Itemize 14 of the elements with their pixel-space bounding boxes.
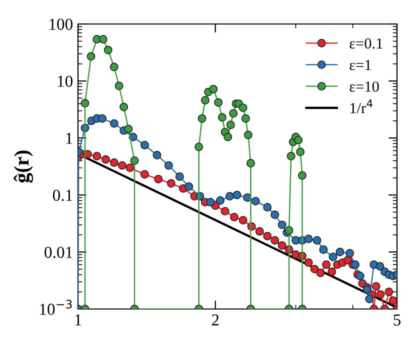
y-tick-label: 10$^{−3}$ bbox=[40, 300, 72, 315]
x-tick-label: 1 bbox=[75, 314, 82, 326]
y-tick-label: 100 bbox=[50, 18, 73, 30]
y-tick-label: 0.1 bbox=[52, 190, 72, 202]
legend-label: ε=1 bbox=[350, 60, 371, 70]
y-axis-title: ĝ(r) bbox=[14, 150, 34, 183]
y-tick-label: 1 bbox=[66, 132, 72, 144]
x-tick-label: 5 bbox=[394, 314, 401, 326]
legend-label: ε=0.1 bbox=[350, 38, 382, 49]
y-tick-label: 0.01 bbox=[44, 246, 72, 258]
y-tick-label: 10 bbox=[58, 76, 73, 87]
legend-label: 1/r$^{4}$ bbox=[350, 99, 372, 114]
legend-label: ε=10 bbox=[350, 81, 379, 92]
x-tick-label: 2 bbox=[212, 314, 219, 326]
